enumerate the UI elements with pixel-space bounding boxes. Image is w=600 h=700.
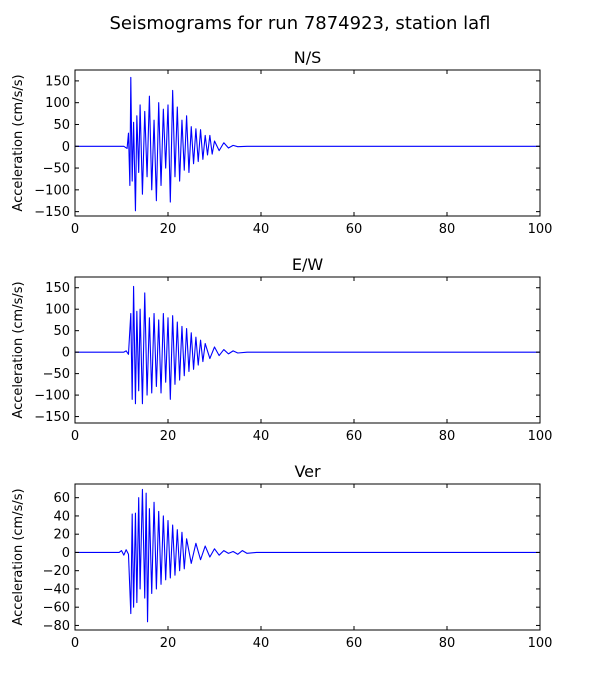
y-axis-label-ew: Acceleration (cm/s/s) [11,281,26,418]
y-tick-label: 50 [53,118,70,133]
y-tick-label: −150 [34,205,70,220]
x-tick-label: 100 [528,222,553,237]
x-tick-label: 60 [346,429,363,444]
y-tick-label: −50 [43,367,70,382]
series-line-ew [75,285,540,405]
y-tick-label: 100 [45,96,70,111]
seismogram-panels: N/S Acceleration (cm/s/s) 0 20 40 60 80 100 −150… [11,48,552,651]
x-tick-label: 20 [160,429,177,444]
figure-title: Seismograms for run 7874923, station laf… [110,13,491,34]
x-tick-label: 60 [346,636,363,651]
x-tick-label: 0 [71,429,79,444]
y-tick-label: 150 [45,281,70,296]
y-tick-label: −20 [43,564,70,579]
x-tick-label: 80 [439,429,456,444]
series-line-ver [75,488,540,623]
panel-title-ew: E/W [292,255,324,274]
series-line-ns [75,76,540,212]
panel-ns: N/S Acceleration (cm/s/s) 0 20 40 60 80 100 −150… [11,48,552,237]
x-tick-label: 100 [528,636,553,651]
x-tick-label: 40 [253,222,270,237]
plot-frame-ew [74,276,541,424]
y-axis-label-ver: Acceleration (cm/s/s) [11,488,26,625]
y-tick-label: 60 [53,491,70,506]
y-tick-label: 150 [45,74,70,89]
panel-title-ver: Ver [294,462,321,481]
panel-ew: E/W Acceleration (cm/s/s) 0 20 40 60 80 100 −150… [11,255,552,444]
plot-frame-ns [74,69,541,217]
y-tick-label: 40 [53,509,70,524]
x-tick-label: 40 [253,636,270,651]
y-tick-label: 0 [62,346,70,361]
plot-frame-ver [74,483,541,631]
y-tick-label: 20 [53,528,70,543]
y-tick-label: −150 [34,410,70,425]
y-tick-label: 0 [62,546,70,561]
panel-title-ns: N/S [294,48,322,67]
x-tick-label: 0 [71,222,79,237]
x-tick-label: 20 [160,222,177,237]
y-tick-label: 0 [62,140,70,155]
x-tick-label: 80 [439,222,456,237]
y-axis-label-ns: Acceleration (cm/s/s) [11,74,26,211]
x-tick-label: 40 [253,429,270,444]
y-tick-label: −60 [43,601,70,616]
y-tick-label: −100 [34,183,70,198]
x-tick-label: 0 [71,636,79,651]
x-tick-label: 100 [528,429,553,444]
x-tick-label: 60 [346,222,363,237]
y-tick-label: −50 [43,162,70,177]
y-tick-label: −80 [43,619,70,634]
x-tick-label: 20 [160,636,177,651]
y-tick-label: −40 [43,582,70,597]
y-tick-label: −100 [34,389,70,404]
panel-ver: Ver Acceleration (cm/s/s) 0 20 40 60 80 100 −80 −… [11,462,552,651]
y-tick-label: 100 [45,303,70,318]
y-tick-label: 50 [53,324,70,339]
x-tick-label: 80 [439,636,456,651]
